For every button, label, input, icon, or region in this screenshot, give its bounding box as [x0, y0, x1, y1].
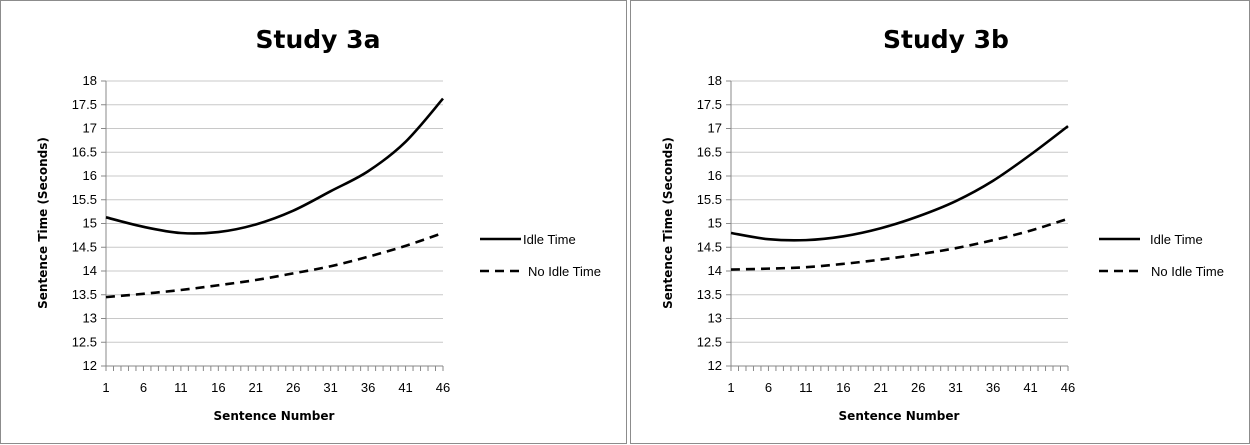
- y-tick-label: 14.5: [697, 239, 722, 254]
- y-tick-label: 17: [708, 121, 722, 136]
- series-line-no-idle-time: [730, 217, 1069, 271]
- legend-label-idle-time: Idle Time: [1150, 232, 1203, 247]
- x-tick-label: 1: [102, 380, 109, 395]
- y-tick-label: 15: [708, 216, 722, 231]
- y-axis-label: Sentence Time (Seconds): [36, 137, 50, 309]
- y-axis-label-group: Sentence Time (Seconds): [36, 137, 50, 309]
- x-tick-label: 36: [361, 380, 375, 395]
- y-tick-label: 15: [83, 216, 97, 231]
- x-axis-label: Sentence Number: [214, 409, 335, 423]
- x-tick-label: 6: [765, 380, 772, 395]
- y-tick-label: 16.5: [72, 144, 97, 159]
- x-tick-label: 26: [911, 380, 925, 395]
- y-tick-label: 17: [83, 121, 97, 136]
- x-tick-label: 11: [174, 380, 188, 395]
- x-tick-label: 41: [398, 380, 412, 395]
- x-tick-label: 46: [1061, 380, 1075, 395]
- y-tick-label: 14: [83, 263, 97, 278]
- x-tick-label: 16: [211, 380, 225, 395]
- x-tick-labels: 1 6 11 16 21 26 31 36 41 46: [102, 380, 450, 395]
- x-tick-label: 21: [874, 380, 888, 395]
- x-tick-label: 31: [323, 380, 337, 395]
- x-tick-labels: 1 6 11 16 21 26 31 36 41 46: [727, 380, 1075, 395]
- x-tick-label: 41: [1023, 380, 1037, 395]
- y-tick-label: 12.5: [697, 334, 722, 349]
- y-tick-label: 16: [83, 168, 97, 183]
- chart-svg-study-3a: Study 3a Sentence Time (Seconds) Sentenc…: [36, 25, 601, 423]
- y-tick-label: 12: [708, 358, 722, 373]
- y-axis-label: Sentence Time (Seconds): [661, 137, 675, 309]
- y-tick-label: 18: [708, 73, 722, 88]
- series-line-idle-time: [105, 97, 444, 235]
- chart-title: Study 3b: [883, 25, 1009, 54]
- x-axis-label: Sentence Number: [839, 409, 960, 423]
- chart-title: Study 3a: [256, 25, 381, 54]
- x-tick-label: 26: [286, 380, 300, 395]
- y-tick-label: 12: [83, 358, 97, 373]
- y-tick-label: 18: [83, 73, 97, 88]
- x-tick-label: 6: [140, 380, 147, 395]
- y-tick-label: 13.5: [697, 287, 722, 302]
- x-tick-label: 11: [799, 380, 813, 395]
- series-line-idle-time: [730, 125, 1069, 242]
- y-tick-label: 13: [708, 311, 722, 326]
- y-axis-label-group: Sentence Time (Seconds): [661, 137, 675, 309]
- legend: Idle Time No Idle Time: [480, 232, 601, 279]
- y-tick-labels: 12 12.5 13 13.5 14 14.5 15 15.5 16 16.5 17 17.5 18: [72, 73, 97, 373]
- x-tick-marks: [105, 366, 444, 371]
- x-tick-label: 46: [436, 380, 450, 395]
- y-tick-labels: 12 12.5 13 13.5 14 14.5 15 15.5 16 16.5 17 17.5 18: [697, 73, 722, 373]
- legend-label-idle-time: Idle Time: [523, 232, 576, 247]
- y-tick-label: 16: [708, 168, 722, 183]
- y-tick-label: 15.5: [72, 192, 97, 207]
- x-tick-label: 36: [986, 380, 1000, 395]
- y-tick-label: 12.5: [72, 334, 97, 349]
- y-tick-label: 17.5: [72, 97, 97, 112]
- y-tick-label: 13: [83, 311, 97, 326]
- x-tick-marks: [730, 366, 1069, 371]
- y-tick-label: 15.5: [697, 192, 722, 207]
- chart-panel-study-3a: Study 3a Sentence Time (Seconds) Sentenc…: [0, 0, 627, 444]
- legend-label-no-idle-time: No Idle Time: [528, 264, 601, 279]
- x-tick-label: 31: [948, 380, 962, 395]
- chart-svg-study-3b: Study 3b Sentence Time (Seconds) Sentenc…: [661, 25, 1224, 423]
- legend: Idle Time No Idle Time: [1099, 232, 1224, 279]
- series-line-no-idle-time: [105, 231, 444, 299]
- chart-panel-study-3b: Study 3b Sentence Time (Seconds) Sentenc…: [630, 0, 1250, 444]
- x-tick-label: 1: [727, 380, 734, 395]
- x-tick-label: 21: [249, 380, 263, 395]
- x-tick-label: 16: [836, 380, 850, 395]
- y-tick-label: 14: [708, 263, 722, 278]
- y-tick-label: 16.5: [697, 144, 722, 159]
- y-tick-label: 13.5: [72, 287, 97, 302]
- gridlines: [101, 80, 443, 367]
- y-tick-label: 17.5: [697, 97, 722, 112]
- legend-label-no-idle-time: No Idle Time: [1151, 264, 1224, 279]
- gridlines: [726, 80, 1068, 367]
- y-tick-label: 14.5: [72, 239, 97, 254]
